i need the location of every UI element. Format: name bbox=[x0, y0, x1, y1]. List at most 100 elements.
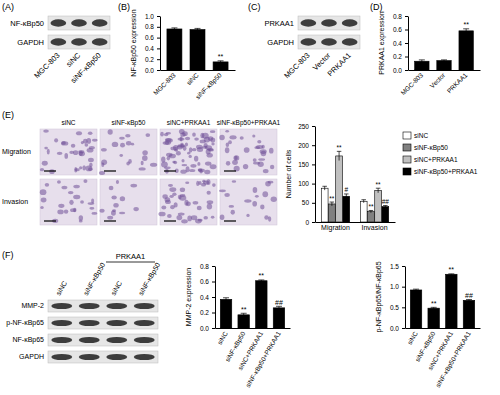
cell bbox=[91, 212, 97, 215]
cell bbox=[219, 135, 224, 141]
annotations: ** bbox=[218, 53, 224, 60]
error-bar bbox=[223, 298, 229, 301]
blot-band bbox=[106, 320, 127, 326]
y-tick-mark bbox=[405, 70, 408, 71]
cell bbox=[246, 214, 249, 217]
cell bbox=[244, 199, 251, 202]
scale-bar bbox=[224, 170, 236, 171]
y-axis: 0.00.20.40.60.8 bbox=[393, 13, 409, 74]
error-bar bbox=[218, 61, 224, 63]
blot-strip bbox=[48, 16, 110, 30]
cell bbox=[125, 134, 130, 137]
cell bbox=[252, 134, 255, 137]
bar bbox=[273, 308, 284, 328]
y-tick-mark bbox=[402, 307, 405, 308]
micrograph-row-label: Migration bbox=[2, 148, 31, 156]
cell bbox=[192, 133, 196, 137]
panel-label: (D) bbox=[370, 2, 383, 12]
significance-label: ## bbox=[465, 292, 473, 299]
blot: NF-κBp50GAPDHMGC-803siNCsiNF-κBp50 bbox=[10, 16, 110, 85]
significance-label: ** bbox=[376, 181, 382, 188]
y-tick: 1.0 bbox=[145, 13, 160, 20]
bar bbox=[343, 196, 350, 222]
cell bbox=[57, 152, 63, 155]
blot-band bbox=[51, 320, 72, 326]
micrograph bbox=[219, 129, 277, 175]
cell bbox=[207, 191, 211, 195]
y-axis-title: PRKAA1 expression bbox=[378, 11, 386, 75]
micrograph-field bbox=[100, 179, 157, 225]
blot-lane-label: siNC bbox=[110, 280, 124, 297]
y-tick-label: 0.6 bbox=[200, 278, 209, 285]
x-tick-label: MGC-803 bbox=[152, 71, 177, 96]
y-tick-label: 0.2 bbox=[393, 53, 402, 60]
blot-band bbox=[79, 303, 100, 309]
y-tick: 0.2 bbox=[200, 309, 215, 316]
cell bbox=[54, 138, 58, 142]
cell bbox=[130, 184, 137, 188]
cell bbox=[61, 186, 67, 190]
cell bbox=[109, 186, 114, 191]
cell bbox=[176, 215, 182, 220]
error-bar bbox=[258, 280, 264, 282]
error-bar bbox=[369, 210, 374, 212]
cell bbox=[269, 148, 274, 154]
chart: 0.00.20.40.60.81.0MGC-803siNCsiNF-κBp50N… bbox=[130, 9, 236, 101]
cell bbox=[58, 204, 64, 208]
cell bbox=[253, 158, 257, 162]
cell bbox=[184, 200, 188, 206]
blot-strip bbox=[48, 334, 158, 346]
blot-row-label: NF-κBp50 bbox=[10, 19, 44, 28]
y-tick: 1.0 bbox=[390, 283, 405, 290]
blot-band bbox=[321, 19, 337, 26]
blot-strip bbox=[298, 16, 360, 30]
y-tick-label: 1.0 bbox=[145, 13, 154, 20]
significance-label: ** bbox=[329, 195, 335, 202]
bar bbox=[167, 29, 182, 70]
cell bbox=[229, 205, 234, 208]
significance-label: ** bbox=[337, 144, 343, 151]
cell bbox=[116, 180, 119, 184]
cell bbox=[88, 131, 93, 135]
blot: MMP-2p-NF-κBp65NF-κBp65GAPDHsiNCsiNF-κBp… bbox=[6, 252, 162, 363]
cell bbox=[120, 143, 125, 148]
cell bbox=[107, 216, 113, 220]
y-tick: 0.8 bbox=[145, 23, 160, 30]
blot-band bbox=[79, 354, 100, 360]
micrograph-column-label: siNC bbox=[61, 119, 75, 126]
cell bbox=[169, 187, 176, 192]
cell bbox=[190, 164, 196, 168]
cell bbox=[61, 141, 66, 145]
y-tick-label: 200 bbox=[298, 142, 309, 149]
cell bbox=[192, 148, 197, 151]
y-tick-label: 0.2 bbox=[145, 56, 154, 63]
x-tick-label: siNC bbox=[216, 330, 229, 346]
y-tick-mark bbox=[402, 287, 405, 288]
cell bbox=[181, 159, 184, 163]
cell bbox=[198, 219, 203, 222]
y-tick-mark bbox=[405, 43, 408, 44]
error-bar bbox=[276, 306, 282, 309]
bar bbox=[463, 300, 474, 328]
cell bbox=[207, 204, 212, 210]
cell bbox=[232, 180, 237, 183]
y-tick-mark bbox=[157, 16, 160, 17]
significance-label: # bbox=[344, 186, 348, 193]
y-tick-mark bbox=[405, 16, 408, 17]
cell bbox=[113, 203, 118, 208]
cell bbox=[197, 206, 202, 211]
y-tick: 1.5 bbox=[390, 263, 405, 270]
cell bbox=[73, 208, 76, 213]
x-axis: MGC-803siNCsiNF-κBp50 bbox=[152, 71, 236, 102]
y-tick-mark bbox=[212, 266, 215, 267]
cell bbox=[224, 193, 230, 197]
y-tick-mark bbox=[312, 203, 315, 204]
blot-band bbox=[134, 303, 155, 309]
y-tick-label: 0.5 bbox=[390, 304, 399, 311]
x-tick: siNC bbox=[185, 71, 200, 86]
panel-label: (B) bbox=[118, 2, 130, 12]
cell bbox=[141, 161, 144, 166]
cell bbox=[164, 166, 171, 168]
y-tick-label: 1.0 bbox=[390, 283, 399, 290]
plot-area bbox=[415, 29, 474, 70]
